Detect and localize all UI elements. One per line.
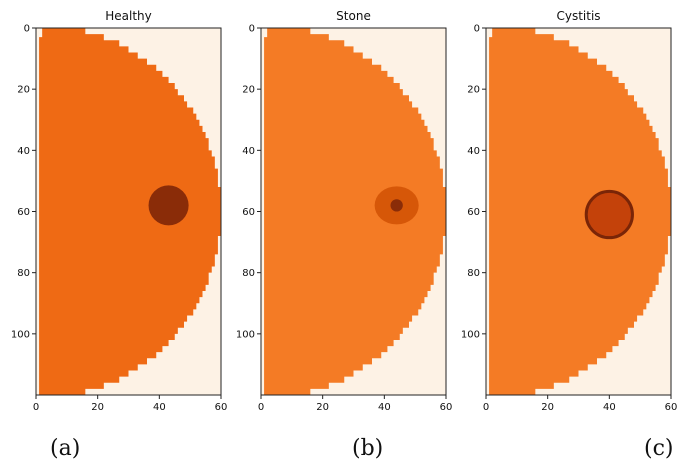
x-tick-label: 20 <box>91 402 104 413</box>
y-tick-label: 20 <box>467 85 480 96</box>
y-tick-label: 80 <box>467 268 480 279</box>
body-region <box>489 28 671 395</box>
y-tick-label: 80 <box>242 268 255 279</box>
panel-stone: Stone 0 20 40 60 0 20 40 60 80 100 <box>236 9 452 413</box>
body-region <box>39 28 222 395</box>
x-tick-label: 0 <box>33 402 39 413</box>
y-tick-label: 20 <box>17 85 30 96</box>
x-tick-label: 20 <box>316 402 329 413</box>
x-tick-label: 40 <box>153 402 166 413</box>
y-tick-label: 60 <box>467 207 480 218</box>
x-tick-label: 40 <box>603 402 616 413</box>
stone-core <box>390 199 403 212</box>
y-tick-label: 40 <box>242 146 255 157</box>
y-tick-label: 100 <box>236 329 255 340</box>
x-tick-label: 0 <box>483 402 489 413</box>
body-region <box>264 28 446 395</box>
x-tick-label: 40 <box>378 402 391 413</box>
y-tick-label: 40 <box>467 146 480 157</box>
panel-title: Stone <box>336 9 371 23</box>
y-tick-label: 80 <box>17 268 30 279</box>
x-tick-label: 60 <box>665 402 678 413</box>
caption-c: (c) <box>644 436 674 461</box>
x-tick-label: 60 <box>440 402 453 413</box>
x-tick-label: 60 <box>215 402 228 413</box>
y-tick-label: 0 <box>24 24 30 35</box>
y-tick-label: 0 <box>249 24 255 35</box>
caption-a: (a) <box>50 436 80 461</box>
x-tick-label: 20 <box>541 402 554 413</box>
panel-healthy: Healthy 0 20 40 60 0 20 40 60 80 100 <box>11 9 227 413</box>
y-tick-label: 0 <box>474 24 480 35</box>
y-tick-label: 60 <box>17 207 30 218</box>
panel-title: Healthy <box>105 9 152 23</box>
y-tick-label: 40 <box>17 146 30 157</box>
panel-cystitis: Cystitis 0 20 40 60 0 20 40 60 80 100 <box>461 9 677 413</box>
x-tick-label: 0 <box>258 402 264 413</box>
lesion-cystitis <box>584 189 634 240</box>
y-tick-label: 20 <box>242 85 255 96</box>
y-tick-label: 60 <box>242 207 255 218</box>
panel-title: Cystitis <box>556 9 600 23</box>
lesion-healthy <box>148 185 189 226</box>
y-tick-label: 100 <box>461 329 480 340</box>
caption-b: (b) <box>352 436 383 461</box>
y-tick-label: 100 <box>11 329 30 340</box>
